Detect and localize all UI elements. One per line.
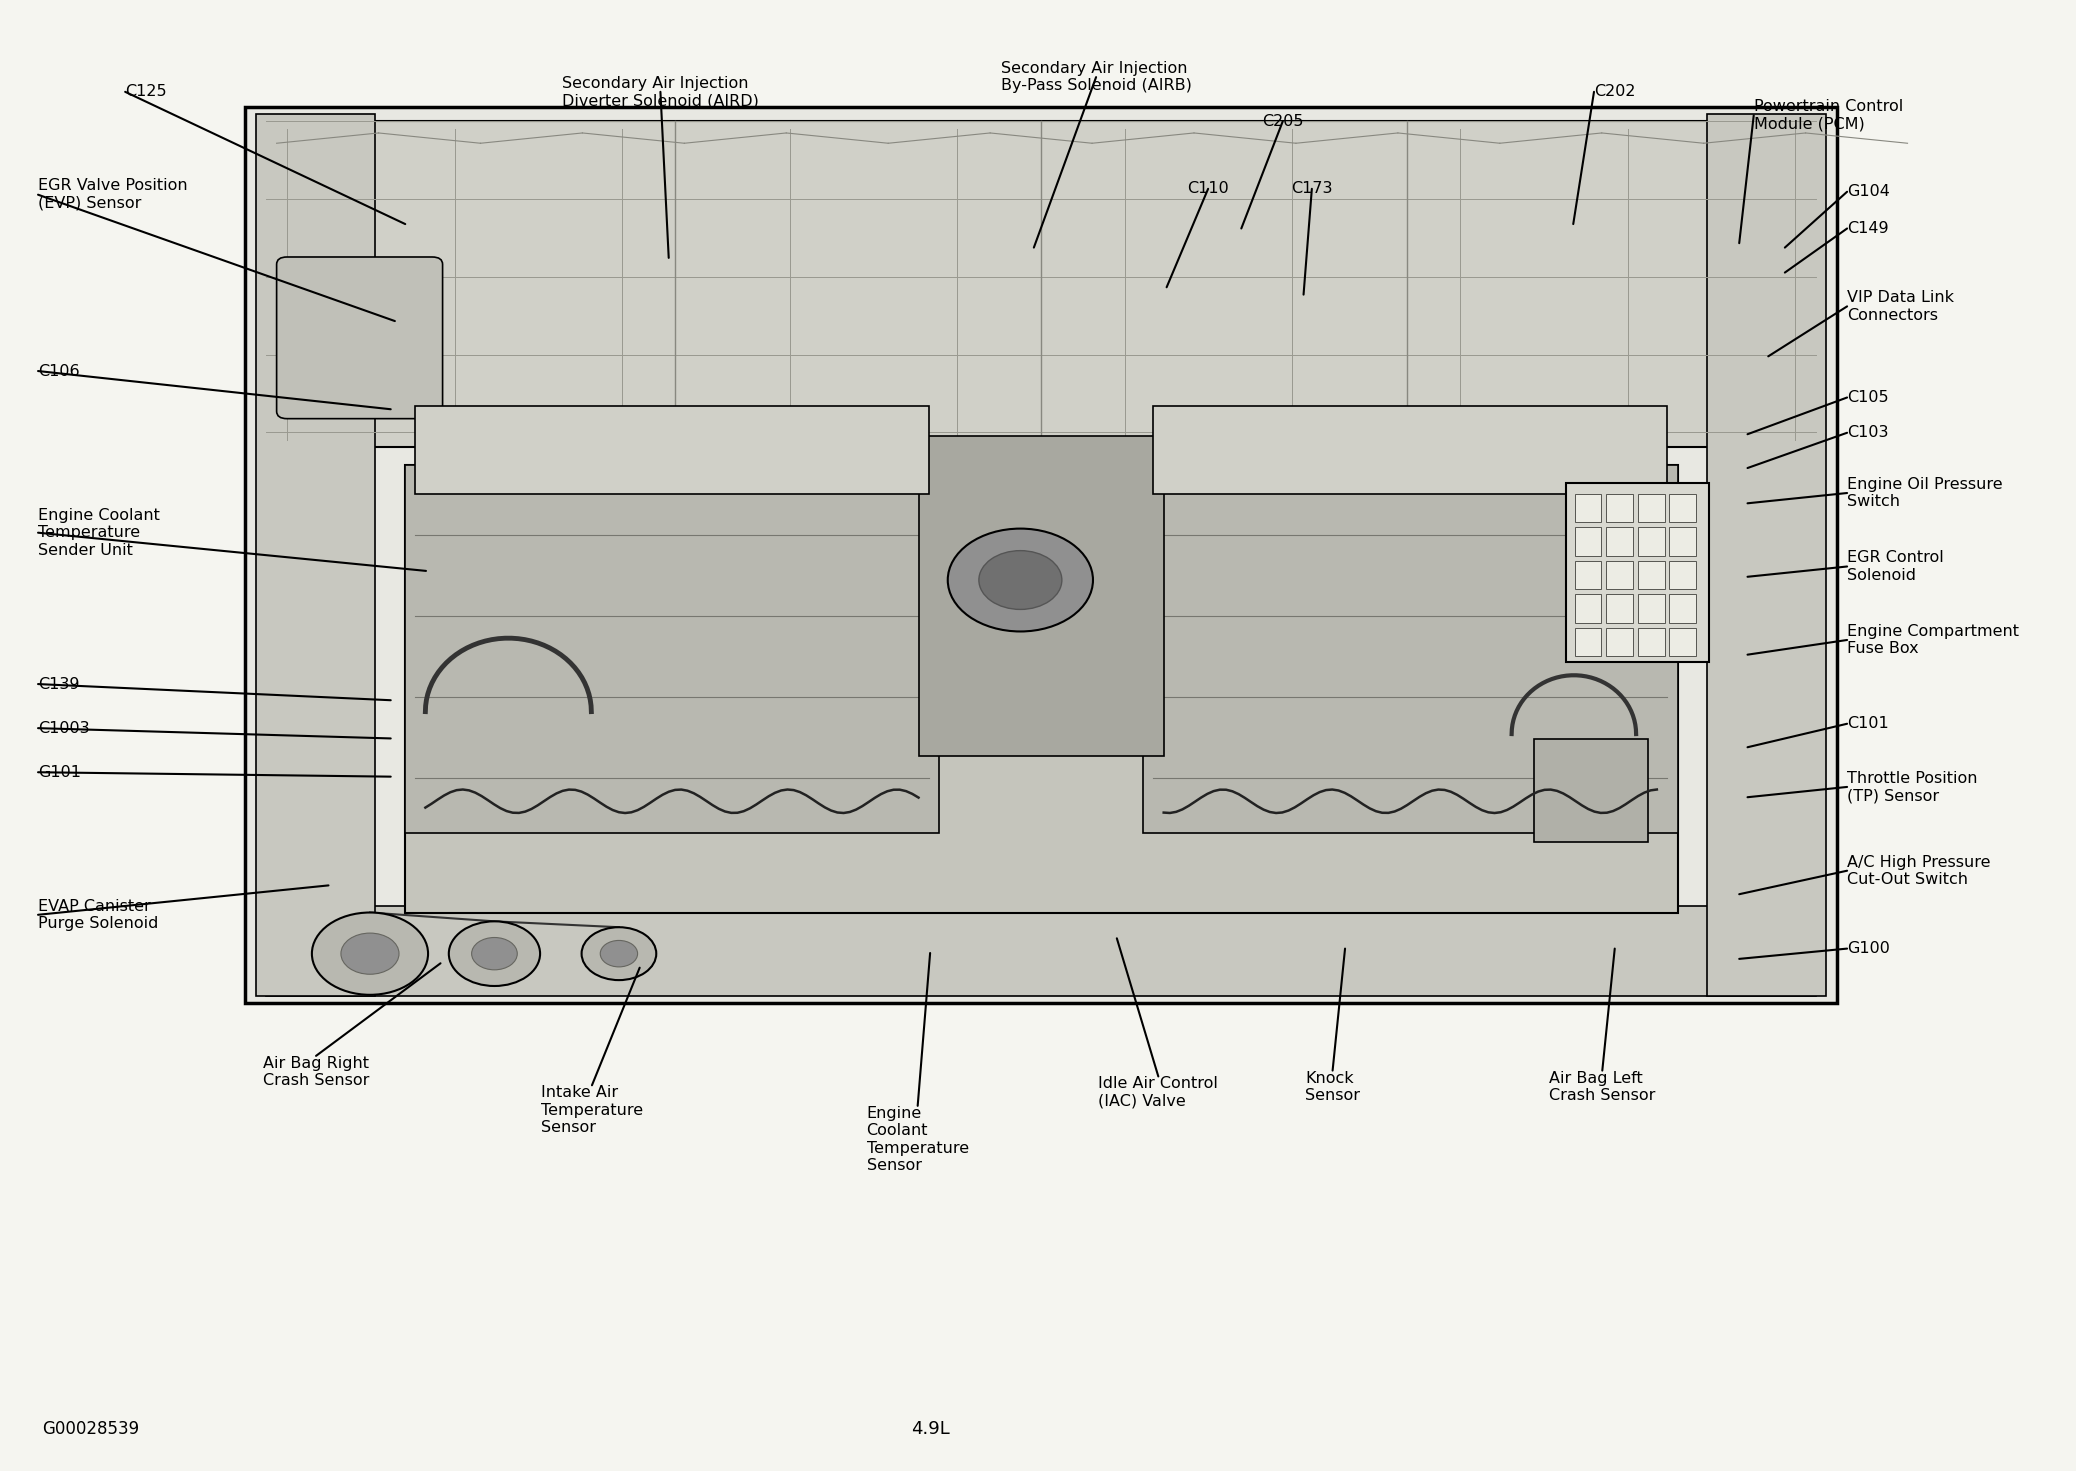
Bar (1669, 494, 1696, 522)
Text: C105: C105 (1848, 390, 1889, 405)
Bar (1669, 528, 1696, 556)
Text: G104: G104 (1848, 184, 1889, 199)
Text: Intake Air
Temperature
Sensor: Intake Air Temperature Sensor (542, 1086, 644, 1136)
Text: Engine Oil Pressure
Switch: Engine Oil Pressure Switch (1848, 477, 2003, 509)
Bar (1574, 528, 1601, 556)
Bar (1669, 628, 1696, 656)
Bar (255, 113, 376, 996)
Text: Throttle Position
(TP) Sensor: Throttle Position (TP) Sensor (1848, 771, 1978, 803)
Text: Powertrain Control
Module (PCM): Powertrain Control Module (PCM) (1754, 99, 1904, 131)
Text: Air Bag Right
Crash Sensor: Air Bag Right Crash Sensor (264, 1056, 370, 1089)
Text: Secondary Air Injection
By-Pass Solenoid (AIRB): Secondary Air Injection By-Pass Solenoid… (1001, 60, 1192, 93)
Bar (1574, 628, 1601, 656)
Bar (405, 465, 938, 833)
FancyBboxPatch shape (276, 257, 442, 419)
Circle shape (980, 550, 1061, 609)
Text: G00028539: G00028539 (42, 1420, 139, 1439)
Text: G101: G101 (37, 765, 81, 780)
Text: Air Bag Left
Crash Sensor: Air Bag Left Crash Sensor (1549, 1071, 1655, 1103)
Text: C110: C110 (1187, 181, 1229, 196)
Bar (1638, 528, 1665, 556)
Circle shape (311, 912, 428, 994)
Bar (1607, 628, 1634, 656)
Bar (1144, 465, 1677, 833)
Bar (266, 121, 1816, 447)
Bar (1607, 594, 1634, 622)
Text: A/C High Pressure
Cut-Out Switch: A/C High Pressure Cut-Out Switch (1848, 855, 1991, 887)
Bar (1565, 482, 1709, 662)
Text: EVAP Canister
Purge Solenoid: EVAP Canister Purge Solenoid (37, 899, 158, 931)
Bar (1574, 494, 1601, 522)
Text: C101: C101 (1848, 716, 1889, 731)
Text: C103: C103 (1848, 425, 1889, 440)
Text: C106: C106 (37, 363, 79, 378)
Text: EGR Control
Solenoid: EGR Control Solenoid (1848, 550, 1943, 583)
Text: Engine
Coolant
Temperature
Sensor: Engine Coolant Temperature Sensor (866, 1106, 969, 1172)
Bar (405, 465, 1677, 913)
Circle shape (949, 528, 1092, 631)
Bar (1638, 628, 1665, 656)
Circle shape (581, 927, 656, 980)
Text: C202: C202 (1594, 84, 1636, 100)
Circle shape (471, 937, 517, 969)
Bar (1154, 406, 1667, 494)
Bar (1706, 113, 1827, 996)
Bar (266, 906, 1816, 996)
Bar (1607, 528, 1634, 556)
Bar (1669, 594, 1696, 622)
Text: C205: C205 (1262, 113, 1304, 128)
Bar (415, 406, 928, 494)
Text: EGR Valve Position
(EVP) Sensor: EGR Valve Position (EVP) Sensor (37, 178, 187, 210)
Circle shape (600, 940, 637, 966)
Text: Engine Coolant
Temperature
Sender Unit: Engine Coolant Temperature Sender Unit (37, 507, 160, 558)
Bar (1574, 594, 1601, 622)
Text: Idle Air Control
(IAC) Valve: Idle Air Control (IAC) Valve (1098, 1077, 1219, 1109)
Bar (1669, 560, 1696, 590)
Bar (1638, 594, 1665, 622)
Text: Knock
Sensor: Knock Sensor (1306, 1071, 1360, 1103)
Bar (918, 435, 1165, 756)
Bar (1607, 494, 1634, 522)
Text: Engine Compartment
Fuse Box: Engine Compartment Fuse Box (1848, 624, 2020, 656)
Bar (1638, 560, 1665, 590)
Text: 4.9L: 4.9L (911, 1420, 949, 1439)
Bar (1534, 738, 1648, 841)
Bar (245, 106, 1837, 1003)
Circle shape (448, 921, 540, 986)
Text: C1003: C1003 (37, 721, 89, 736)
Bar (1638, 494, 1665, 522)
Text: G100: G100 (1848, 941, 1889, 956)
Circle shape (340, 933, 399, 974)
Bar (1607, 560, 1634, 590)
Text: C149: C149 (1848, 221, 1889, 235)
Text: C139: C139 (37, 677, 79, 691)
Text: C173: C173 (1291, 181, 1333, 196)
Text: VIP Data Link
Connectors: VIP Data Link Connectors (1848, 290, 1954, 322)
Text: C125: C125 (125, 84, 166, 100)
Bar (1574, 560, 1601, 590)
Text: Secondary Air Injection
Diverter Solenoid (AIRD): Secondary Air Injection Diverter Solenoi… (563, 75, 760, 107)
